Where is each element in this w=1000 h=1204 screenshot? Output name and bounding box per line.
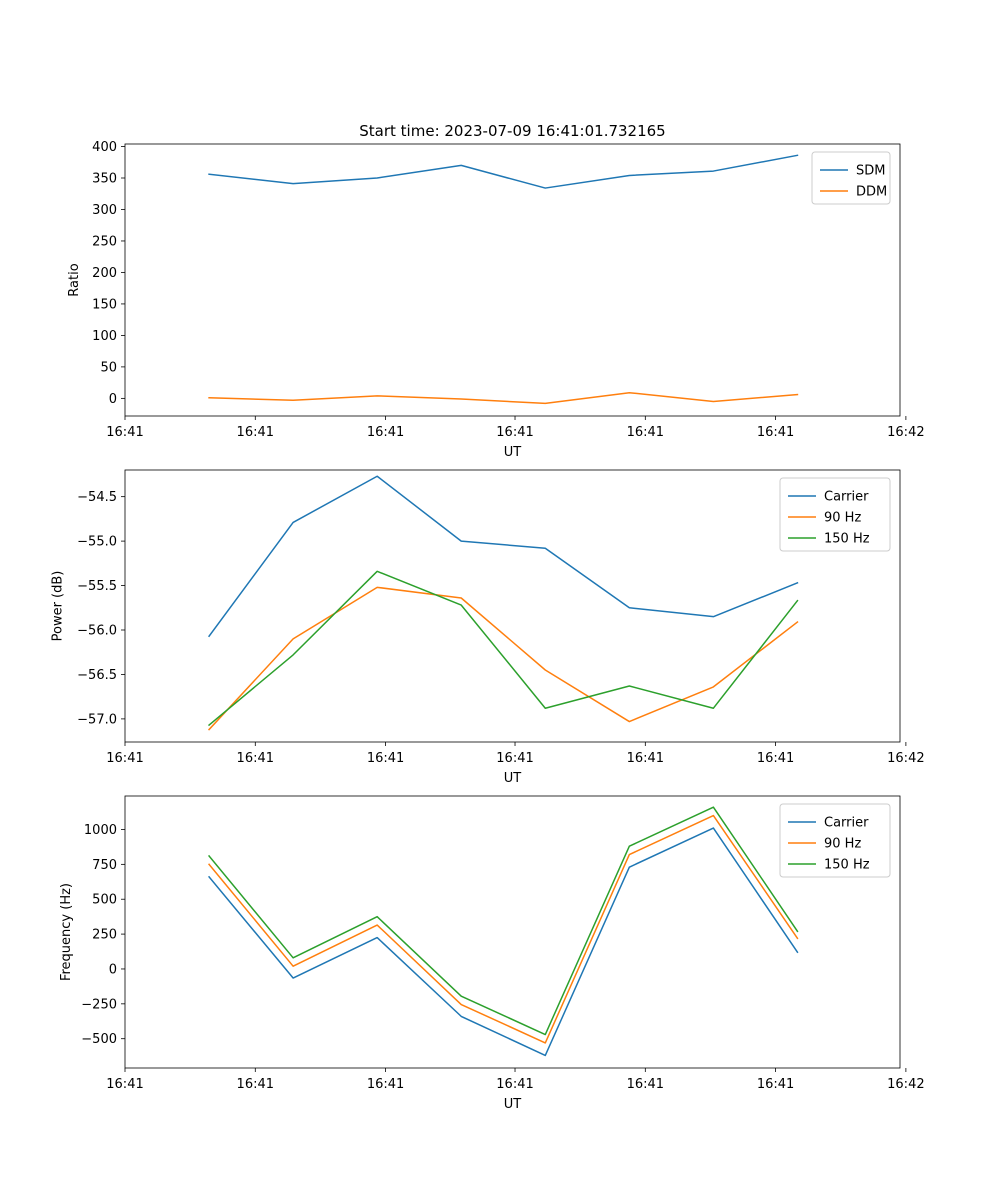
series-line-90-hz [208, 586, 799, 731]
legend-label: DDM [856, 185, 887, 200]
y-tick-label: 50 [100, 360, 117, 375]
x-tick-label: 16:41 [757, 751, 794, 766]
y-tick-label: 300 [92, 203, 117, 218]
y-tick-label: 0 [109, 392, 117, 407]
series-line-sdm [208, 154, 799, 189]
y-tick-label: −56.0 [77, 624, 117, 639]
y-tick-label: 200 [92, 266, 117, 281]
y-tick-label: −55.0 [77, 535, 117, 550]
y-tick-label: 350 [92, 172, 117, 187]
chart-panel-3: 16:41 16:41 16:41 16:41 16:41 16:41 16:42 −500 −… [59, 795, 925, 1112]
legend-label: 90 Hz [824, 837, 861, 852]
legend-label: Carrier [824, 490, 869, 505]
y-tick-label: 100 [92, 329, 117, 344]
legend: Carrier 90 Hz 150 Hz [779, 477, 891, 552]
legend: Carrier 90 Hz 150 Hz [779, 803, 891, 878]
x-tick-label: 16:41 [237, 1077, 274, 1092]
y-tick-label: −55.5 [77, 579, 117, 594]
figure-title: Start time: 2023-07-09 16:41:01.732165 [359, 122, 665, 140]
x-tick-label: 16:42 [887, 1077, 924, 1092]
x-tick-label: 16:41 [106, 1077, 143, 1092]
chart-panel-2: 16:41 16:41 16:41 16:41 16:41 16:41 16:42 −57.0… [51, 469, 925, 786]
y-tick-label: 250 [92, 234, 117, 249]
y-tick-label: −250 [81, 997, 117, 1012]
x-tick-label: 16:41 [496, 1077, 533, 1092]
chart-panel-1: 16:41 16:41 16:41 16:41 16:41 16:41 16:42 0 50 10… [67, 140, 925, 460]
x-tick-label: 16:41 [496, 751, 533, 766]
x-axis-label: UT [504, 445, 522, 460]
x-tick-label: 16:41 [627, 1077, 664, 1092]
x-tick-label: 16:42 [887, 425, 924, 440]
x-tick-label: 16:41 [237, 425, 274, 440]
x-tick-label: 16:41 [106, 751, 143, 766]
series-line-150-hz [208, 570, 799, 727]
legend-label: SDM [856, 164, 885, 179]
x-tick-label: 16:41 [627, 751, 664, 766]
x-tick-label: 16:41 [237, 751, 274, 766]
y-tick-label: 750 [92, 858, 117, 873]
series-line-150-hz [208, 806, 799, 1036]
y-tick-label: 250 [92, 928, 117, 943]
legend-label: Carrier [824, 816, 869, 831]
y-tick-label: 500 [92, 893, 117, 908]
series-line-90-hz [208, 814, 799, 1044]
x-tick-label: 16:41 [367, 425, 404, 440]
series-line-carrier [208, 475, 799, 638]
x-axis-label: UT [504, 771, 522, 786]
y-axis-label: Frequency (Hz) [59, 883, 74, 981]
x-tick-label: 16:41 [367, 751, 404, 766]
y-tick-label: 400 [92, 140, 117, 155]
legend: SDM DDM [811, 151, 891, 205]
y-tick-label: 1000 [84, 823, 117, 838]
x-tick-label: 16:41 [757, 1077, 794, 1092]
x-tick-label: 16:41 [106, 425, 143, 440]
x-tick-label: 16:41 [757, 425, 794, 440]
legend-label: 90 Hz [824, 511, 861, 526]
x-tick-label: 16:41 [627, 425, 664, 440]
series-line-carrier [208, 827, 799, 1057]
x-axis-label: UT [504, 1097, 522, 1112]
axes-frame [124, 143, 901, 417]
x-tick-label: 16:41 [496, 425, 533, 440]
y-tick-label: −56.5 [77, 668, 117, 683]
legend-label: 150 Hz [824, 858, 870, 873]
y-tick-label: −54.5 [77, 490, 117, 505]
axes-frame [124, 795, 901, 1069]
legend-label: 150 Hz [824, 532, 870, 547]
y-tick-label: −500 [81, 1032, 117, 1047]
y-tick-label: 0 [109, 962, 117, 977]
x-tick-label: 16:42 [887, 751, 924, 766]
axes-frame [124, 469, 901, 743]
y-axis-label: Power (dB) [51, 571, 66, 642]
y-tick-label: 150 [92, 297, 117, 312]
y-axis-label: Ratio [67, 263, 82, 296]
y-tick-label: −57.0 [77, 712, 117, 727]
x-tick-label: 16:41 [367, 1077, 404, 1092]
series-line-ddm [208, 391, 799, 405]
